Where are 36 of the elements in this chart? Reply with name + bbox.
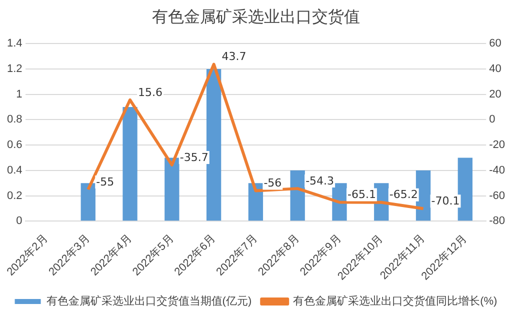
- bar: [458, 158, 472, 221]
- bar: [164, 158, 180, 221]
- data-label: -55: [96, 175, 114, 188]
- data-label: -65.2: [389, 188, 418, 202]
- legend-label: 有色金属矿采选业出口交货值同比增长(%): [293, 294, 498, 308]
- bar: [206, 68, 222, 221]
- y2-tick-label: 60: [489, 38, 502, 50]
- y2-tick-label: -80: [489, 215, 506, 228]
- y2-tick-label: -40: [489, 164, 506, 176]
- data-label: 43.7: [222, 50, 246, 64]
- y2-tick-label: 0: [489, 114, 496, 126]
- bar: [248, 183, 264, 221]
- y-tick-label: 0.8: [6, 114, 22, 126]
- data-label: 15.6: [138, 86, 163, 99]
- y2-tick-label: 40: [489, 62, 502, 75]
- y-tick-label: 0: [16, 215, 22, 228]
- y-tick-label: 1.4: [6, 38, 22, 50]
- legend-label: 有色金属矿采选业出口交货值当期值(亿元): [46, 294, 252, 308]
- y-tick-label: 0.6: [6, 139, 22, 152]
- y-tick-label: 0.2: [6, 190, 22, 202]
- y-tick-label: 1.2: [6, 62, 22, 75]
- y2-tick-label: 20: [489, 88, 502, 100]
- data-label: -35.7: [180, 150, 208, 164]
- y-tick-label: 1: [16, 88, 22, 100]
- bar: [290, 170, 305, 221]
- bar: [80, 183, 96, 221]
- data-label: -65.1: [347, 188, 376, 202]
- data-label: -54.3: [306, 174, 334, 188]
- chart-title: 有色金属矿采选业出口交货值: [151, 6, 361, 28]
- bar: [416, 170, 431, 221]
- bar: [122, 107, 138, 221]
- y2-tick-label: -20: [489, 139, 506, 152]
- data-label: -70.1: [431, 194, 460, 208]
- y2-tick-label: -60: [489, 190, 506, 202]
- y-tick-label: 0.4: [6, 164, 22, 176]
- data-label: -56: [264, 176, 282, 190]
